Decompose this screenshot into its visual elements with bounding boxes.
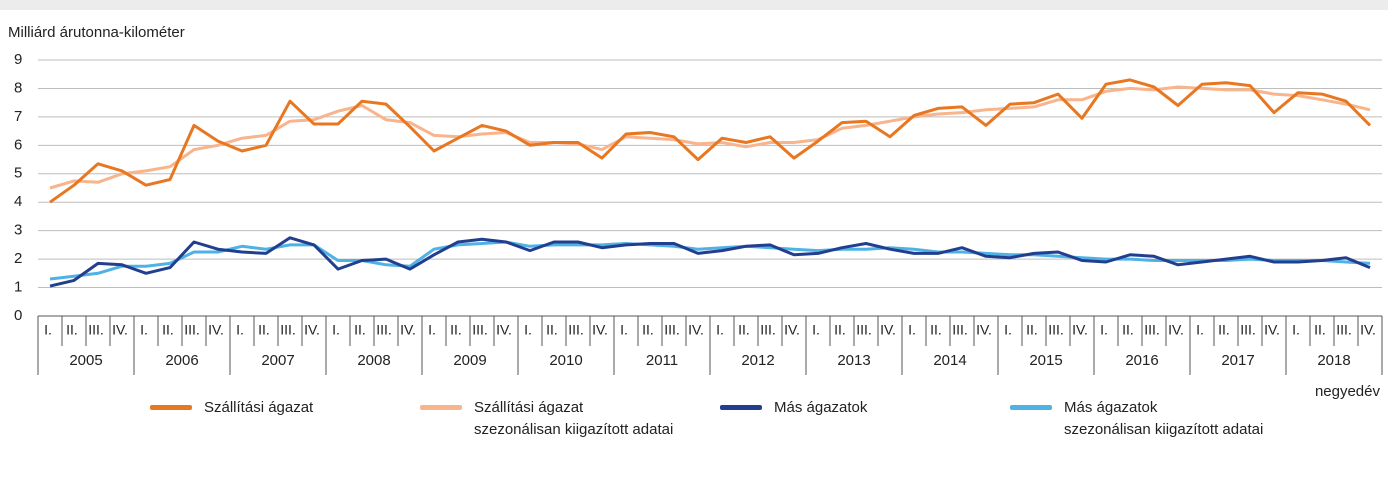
x-tick-label: III. <box>280 322 296 338</box>
x-tick-label: I. <box>1100 322 1108 338</box>
x-tick-label: III. <box>1240 322 1256 338</box>
year-label: 2012 <box>741 352 774 369</box>
year-label: 2013 <box>837 352 870 369</box>
year-label: 2011 <box>646 352 678 369</box>
legend-swatch <box>420 405 462 410</box>
legend-swatch <box>150 405 192 410</box>
year-label: 2006 <box>165 352 198 369</box>
x-tick-label: IV. <box>496 322 512 338</box>
x-tick-label: IV. <box>880 322 896 338</box>
series-line <box>49 78 1372 204</box>
legend-swatch <box>720 405 762 410</box>
year-label: 2015 <box>1029 352 1062 369</box>
y-tick-label: 1 <box>14 279 22 296</box>
x-tick-label: II. <box>834 322 846 338</box>
x-tick-label: IV. <box>112 322 128 338</box>
year-label: 2010 <box>549 352 582 369</box>
year-label: 2016 <box>1125 352 1158 369</box>
y-tick-label: 8 <box>14 79 22 96</box>
x-tick-label: II. <box>1314 322 1326 338</box>
y-tick-label: 0 <box>14 307 22 324</box>
legend-label: Más ágazatok <box>774 399 868 416</box>
x-tick-label: I. <box>908 322 916 338</box>
x-tick-label: IV. <box>208 322 224 338</box>
legend-label: Szállítási ágazat <box>204 399 314 416</box>
x-tick-label: II. <box>1026 322 1038 338</box>
y-axis-label: Milliárd árutonna-kilométer <box>8 24 185 41</box>
x-tick-label: III. <box>1144 322 1160 338</box>
year-label: 2007 <box>261 352 294 369</box>
x-tick-label: II. <box>642 322 654 338</box>
x-tick-label: I. <box>524 322 532 338</box>
x-tick-label: III. <box>856 322 872 338</box>
x-tick-label: IV. <box>1072 322 1088 338</box>
series-line <box>49 85 1371 190</box>
x-tick-label: III. <box>376 322 392 338</box>
series-line <box>49 236 1371 288</box>
x-tick-label: III. <box>184 322 200 338</box>
year-label: 2017 <box>1221 352 1254 369</box>
x-tick-label: I. <box>140 322 148 338</box>
x-tick-label: II. <box>1218 322 1230 338</box>
y-tick-label: 4 <box>14 193 22 210</box>
x-tick-label: III. <box>568 322 584 338</box>
x-tick-label: I. <box>620 322 628 338</box>
x-tick-label: III. <box>664 322 680 338</box>
legend-label: Szállítási ágazat szezonálisan kiigazíto… <box>474 399 674 438</box>
year-label: 2014 <box>933 352 966 369</box>
x-tick-label: I. <box>236 322 244 338</box>
year-label: 2008 <box>357 352 390 369</box>
year-label: 2009 <box>453 352 486 369</box>
x-tick-label: III. <box>1336 322 1352 338</box>
x-tick-label: III. <box>1048 322 1064 338</box>
x-tick-label: III. <box>472 322 488 338</box>
legend-swatch <box>1010 405 1052 410</box>
x-tick-label: IV. <box>1168 322 1184 338</box>
y-tick-label: 9 <box>14 51 22 68</box>
y-tick-label: 6 <box>14 136 22 153</box>
x-tick-label: IV. <box>400 322 416 338</box>
x-tick-label: II. <box>354 322 366 338</box>
x-tick-label: I. <box>716 322 724 338</box>
x-tick-label: II. <box>1122 322 1134 338</box>
x-tick-label: IV. <box>1360 322 1376 338</box>
x-tick-label: IV. <box>1264 322 1280 338</box>
x-tick-label: II. <box>450 322 462 338</box>
y-tick-label: 5 <box>14 165 22 182</box>
x-tick-label: I. <box>428 322 436 338</box>
x-tick-label: III. <box>88 322 104 338</box>
top-band <box>0 0 1388 10</box>
series-line <box>49 240 1371 281</box>
x-tick-label: II. <box>258 322 270 338</box>
x-tick-label: II. <box>930 322 942 338</box>
x-tick-label: I. <box>44 322 52 338</box>
y-tick-label: 2 <box>14 250 22 267</box>
year-label: 2018 <box>1317 352 1350 369</box>
x-tick-label: III. <box>760 322 776 338</box>
x-tick-label: IV. <box>976 322 992 338</box>
x-tick-label: II. <box>162 322 174 338</box>
x-tick-label: IV. <box>688 322 704 338</box>
x-tick-label: I. <box>332 322 340 338</box>
x-axis-label: negyedév <box>1315 383 1381 400</box>
legend-label: Más ágazatok szezonálisan kiigazított ad… <box>1064 399 1264 438</box>
x-tick-label: II. <box>738 322 750 338</box>
year-label: 2005 <box>69 352 102 369</box>
x-tick-label: IV. <box>304 322 320 338</box>
x-tick-label: I. <box>1292 322 1300 338</box>
x-tick-label: III. <box>952 322 968 338</box>
x-tick-label: II. <box>66 322 78 338</box>
y-tick-label: 7 <box>14 108 22 125</box>
x-tick-label: I. <box>812 322 820 338</box>
x-tick-label: IV. <box>592 322 608 338</box>
x-tick-label: I. <box>1004 322 1012 338</box>
x-tick-label: II. <box>546 322 558 338</box>
y-tick-label: 3 <box>14 222 22 239</box>
x-tick-label: IV. <box>784 322 800 338</box>
x-tick-label: I. <box>1196 322 1204 338</box>
